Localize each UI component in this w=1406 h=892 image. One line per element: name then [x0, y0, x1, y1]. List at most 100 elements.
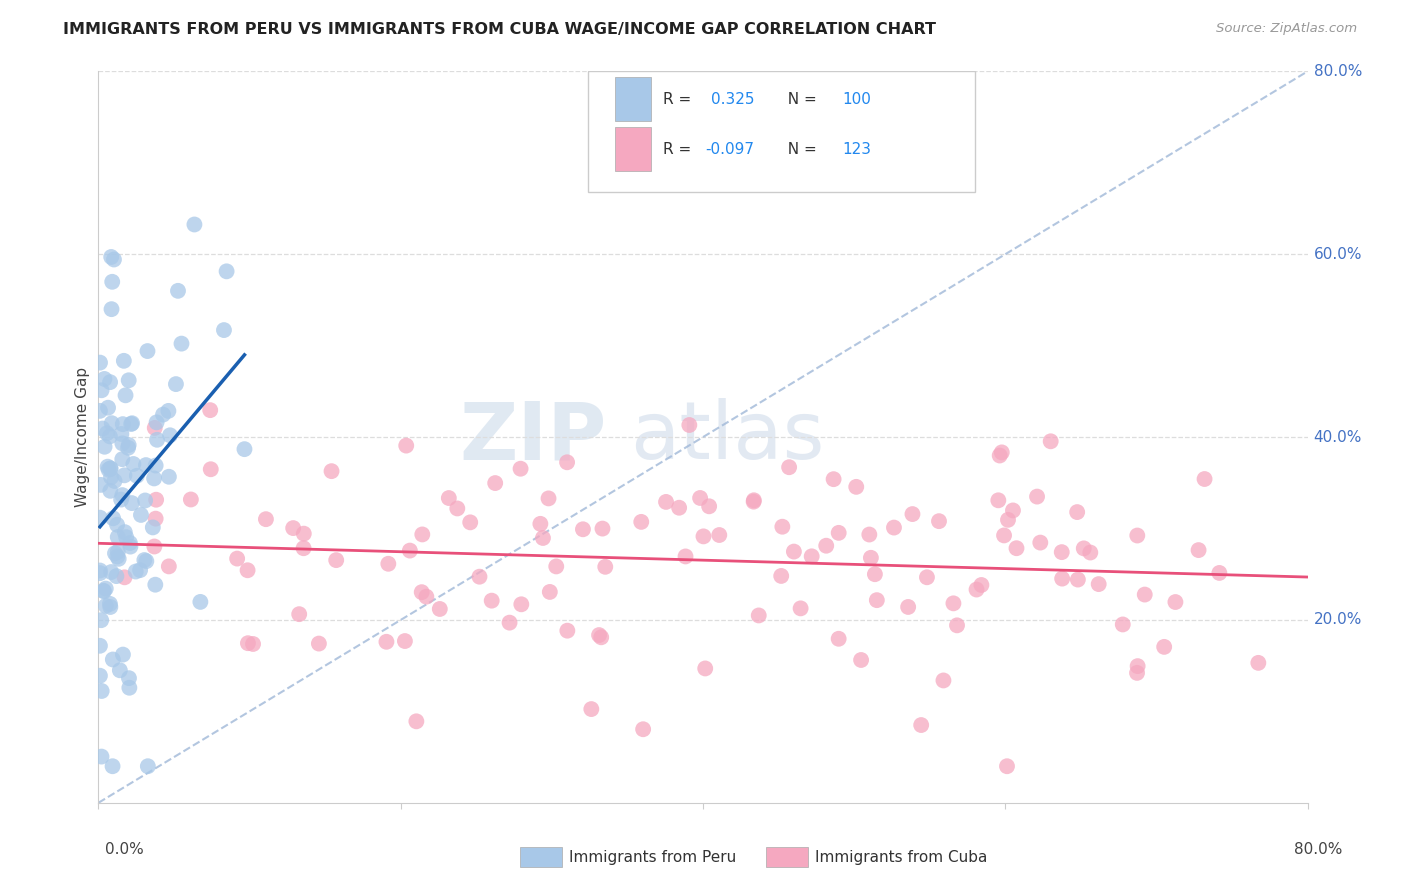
Point [254, 512, 277, 526]
Point [136, 759, 159, 773]
Point [1066, 505, 1088, 519]
Point [98, 599, 121, 614]
Point [100, 302, 122, 317]
Point [233, 442, 256, 457]
Point [446, 501, 468, 516]
Point [118, 438, 141, 452]
Point [399, 543, 422, 558]
Point [1050, 545, 1073, 559]
Point [928, 514, 950, 528]
Point [118, 536, 141, 550]
Point [103, 474, 125, 488]
Point [90, 613, 112, 627]
Point [89, 639, 111, 653]
Point [129, 563, 152, 577]
Point [991, 445, 1014, 459]
Point [942, 596, 965, 610]
Point [117, 441, 139, 455]
Point [89, 566, 111, 581]
Point [630, 515, 652, 529]
Point [405, 714, 427, 729]
Point [555, 455, 578, 469]
Point [993, 528, 1015, 542]
Point [292, 526, 315, 541]
Point [675, 549, 697, 564]
Point [104, 546, 127, 560]
Point [866, 593, 889, 607]
Point [212, 323, 235, 337]
Point [655, 495, 678, 509]
Point [538, 585, 561, 599]
Point [90, 478, 112, 492]
Point [143, 540, 166, 554]
Point [631, 723, 654, 737]
Point [110, 492, 132, 507]
Point [863, 567, 886, 582]
Point [111, 436, 134, 450]
Point [742, 493, 765, 508]
Point [101, 759, 124, 773]
Point [1029, 535, 1052, 549]
Point [91, 421, 114, 435]
Point [375, 634, 398, 648]
Point [678, 417, 700, 432]
Point [98, 375, 121, 389]
Point [510, 597, 533, 611]
Point [190, 595, 212, 609]
Point [789, 601, 811, 615]
Text: 0.0%: 0.0% [105, 842, 145, 856]
Point [748, 608, 770, 623]
Point [159, 428, 181, 442]
Point [1112, 617, 1135, 632]
Point [215, 264, 238, 278]
Point [200, 462, 222, 476]
Point [94, 599, 117, 613]
Text: 40.0%: 40.0% [1313, 430, 1362, 444]
Point [121, 496, 143, 510]
Point [143, 421, 166, 435]
Point [778, 460, 800, 475]
Point [742, 494, 765, 508]
Point [107, 530, 129, 544]
Point [411, 527, 433, 541]
Point [136, 344, 159, 359]
Point [143, 577, 166, 591]
FancyBboxPatch shape [588, 71, 976, 192]
Point [395, 439, 418, 453]
Point [115, 530, 138, 544]
Point [134, 493, 156, 508]
Point [546, 559, 568, 574]
Point [120, 417, 142, 431]
Point [557, 624, 579, 638]
Point [89, 356, 111, 370]
Point [111, 417, 134, 431]
Point [1073, 541, 1095, 556]
Point [105, 517, 128, 532]
Point [845, 480, 868, 494]
Point [145, 511, 167, 525]
Point [770, 569, 793, 583]
Point [89, 564, 111, 578]
Point [98, 597, 121, 611]
Point [591, 630, 613, 644]
Point [481, 593, 503, 607]
Point [458, 516, 481, 530]
Point [283, 521, 305, 535]
Point [114, 570, 136, 584]
Point [135, 554, 157, 568]
Point [1067, 573, 1090, 587]
Point [321, 464, 343, 478]
Point [143, 471, 166, 485]
Point [987, 493, 1010, 508]
Text: 20.0%: 20.0% [1313, 613, 1362, 627]
Point [152, 408, 174, 422]
Point [114, 525, 136, 540]
Point [111, 488, 134, 502]
Point [1039, 434, 1062, 449]
Point [242, 637, 264, 651]
Point [588, 628, 610, 642]
Point [946, 618, 969, 632]
Point [1153, 640, 1175, 654]
Point [883, 520, 905, 534]
Point [89, 669, 111, 683]
